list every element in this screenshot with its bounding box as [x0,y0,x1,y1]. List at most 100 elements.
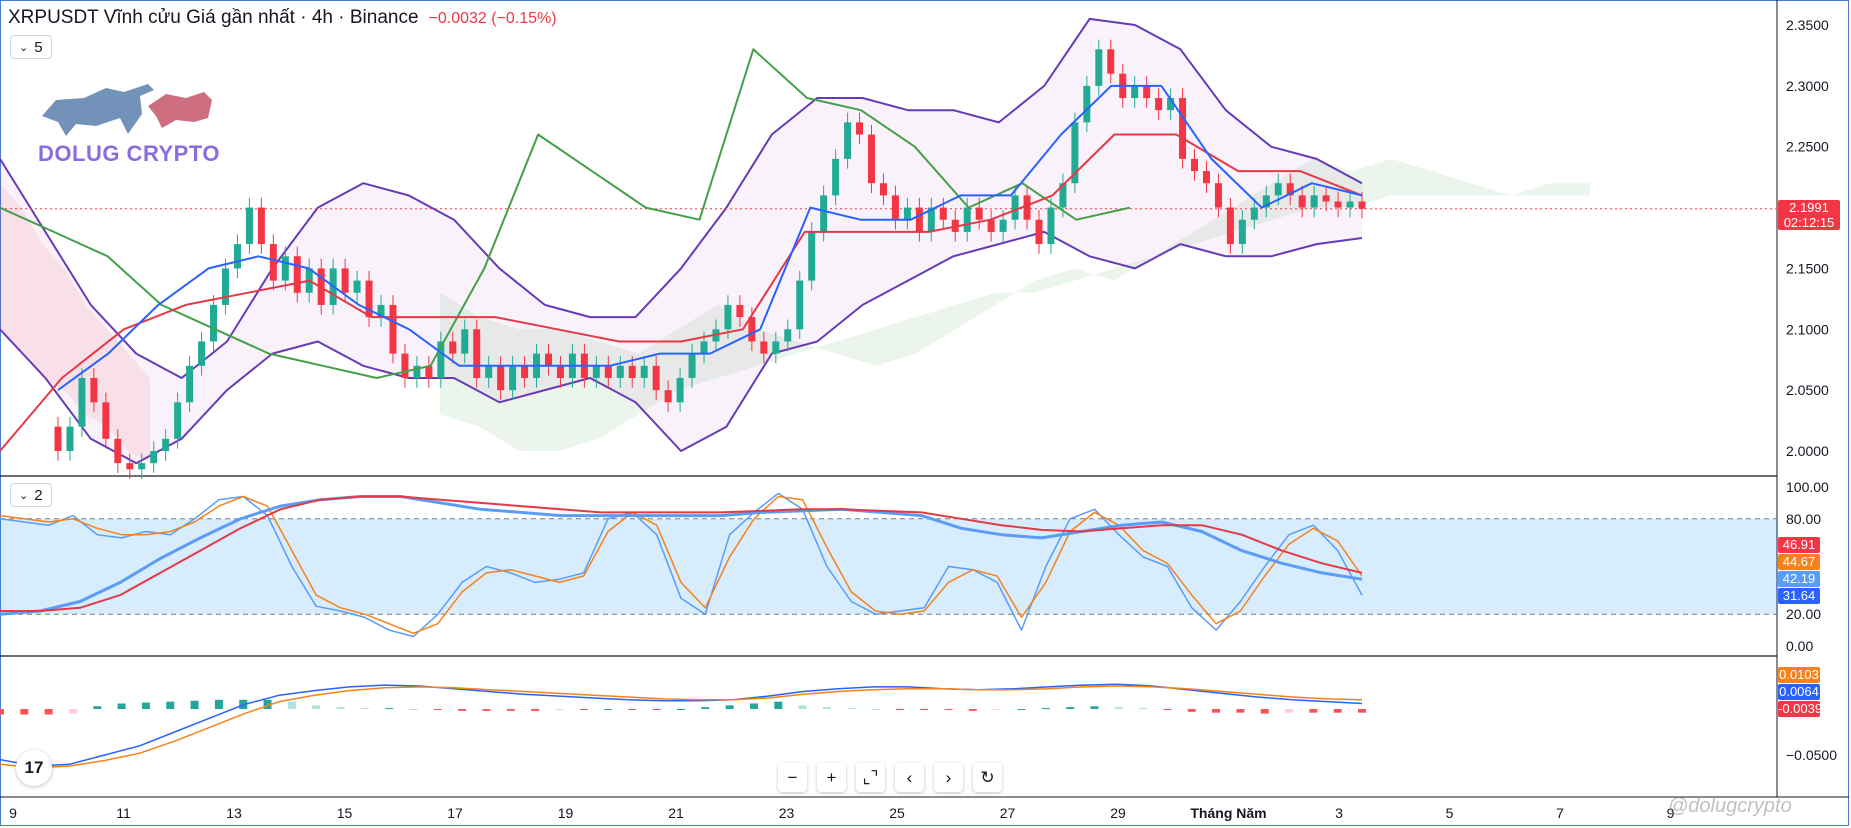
time-tick-label: 17 [447,805,463,821]
candle [1191,149,1199,181]
zoom-out-button[interactable]: − [778,763,807,792]
candle-body [1238,219,1246,245]
macd-histogram-bar [1066,707,1075,709]
reset-chart-button[interactable]: ↻ [973,763,1002,792]
candle-body [820,195,828,232]
candle-body [1202,171,1210,184]
candle-body [54,426,62,451]
symbol-title[interactable]: XRPUSDT Vĩnh cửu Giá gần nhất · 4h · Bin… [8,7,419,28]
candle-body [628,365,636,378]
chikou-span [0,48,1131,379]
candle [616,356,624,388]
candle-body [449,341,457,354]
macd-histogram-bar [1017,709,1026,710]
candle [832,149,840,206]
macd-histogram-bar [993,709,1002,710]
candle-body [174,402,182,439]
indicators-collapse-button[interactable]: ⌄ 5 [10,35,52,59]
stoch-rsi-pane[interactable]: 100.00 80.00 20.00 0.00 [0,479,1829,654]
macd-histogram-bar [166,701,175,709]
chevron-down-icon: ⌄ [19,41,29,54]
candle-body [1047,207,1055,245]
scroll-left-button[interactable]: ‹ [895,763,924,792]
zoom-in-button[interactable]: + [817,763,846,792]
candle-body [939,207,947,220]
macd-pane[interactable]: −0.0500 [0,683,1837,769]
price-tick-label: 2.2500 [1786,139,1829,155]
price-tick-label: 2.1000 [1786,321,1829,337]
candle [856,112,864,145]
macd-histogram-bar [20,709,29,715]
candle [796,270,804,340]
macd-histogram-bar [1163,709,1172,710]
candle [544,343,552,376]
stoch-collapse-button[interactable]: ⌄ 2 [10,483,52,507]
candle [1095,39,1103,96]
macd-histogram-bar [1139,708,1148,710]
candle-body [353,280,361,293]
scroll-right-button[interactable]: › [934,763,963,792]
candle [1298,185,1306,218]
candle-body [1107,49,1115,74]
macd-value-label: -0.0039 [1778,701,1823,717]
candle-body [293,256,301,293]
candle-body [78,377,86,427]
macd-histogram-bar [93,706,102,709]
candle-body [772,341,780,354]
candle-body [1358,201,1366,209]
candle-body [245,207,253,245]
candle-body [1131,85,1139,99]
candle-body [616,365,624,378]
candle [1047,197,1055,254]
candle [54,416,62,461]
candle-body [1011,195,1019,220]
macd-histogram-bar [1114,707,1123,709]
candle [186,356,194,413]
time-tick-label: 15 [337,805,353,821]
candle [210,295,218,352]
candle [389,295,397,364]
candle-body [473,329,481,378]
candle-body [903,207,911,220]
stoch-value-label: 31.64 [1778,588,1820,604]
main-pane[interactable] [0,17,1777,479]
candle-body [401,353,409,378]
candle [102,392,110,449]
candle [449,331,457,364]
candle [114,429,122,473]
time-tick-label: 9 [1667,805,1675,821]
candle [473,319,481,388]
candle-body [281,256,289,281]
macd-histogram-bar [604,709,613,710]
candle-body [497,365,505,391]
tenkan-sen [57,84,1363,391]
reset-scale-button[interactable]: ⌞⌝ [856,763,885,792]
macd-histogram-bar [555,709,564,710]
chevron-down-icon: ⌄ [19,489,29,502]
candle [66,416,74,461]
candle [1179,88,1187,169]
candle [281,246,289,291]
chart-toolbar: − + ⌞⌝ ‹ › ↻ [778,763,1002,792]
macd-histogram-bar [1212,709,1221,713]
candle-body [664,390,672,403]
candle [245,197,253,254]
rsi-line [0,495,1363,612]
stoch-indicator-count: 2 [34,486,43,504]
candle-body [509,365,517,391]
tradingview-logo-icon[interactable]: 17 [16,750,52,786]
candle-body [1298,195,1306,208]
candle-body [784,329,792,342]
candle-body [269,244,277,281]
time-tick-label: 25 [889,805,905,821]
candle [844,112,852,169]
candle-body [1214,183,1222,208]
macd-histogram-bar [749,703,758,709]
macd-histogram-bar [117,703,126,709]
candle-body [999,219,1007,232]
candle [425,356,433,388]
candle-body [221,268,229,305]
time-axis[interactable]: 9 11 13 15 17 19 21 23 25 27 29 Tháng Năm 3 5 7 9 [9,805,1675,821]
macd-histogram-bar [482,709,491,711]
